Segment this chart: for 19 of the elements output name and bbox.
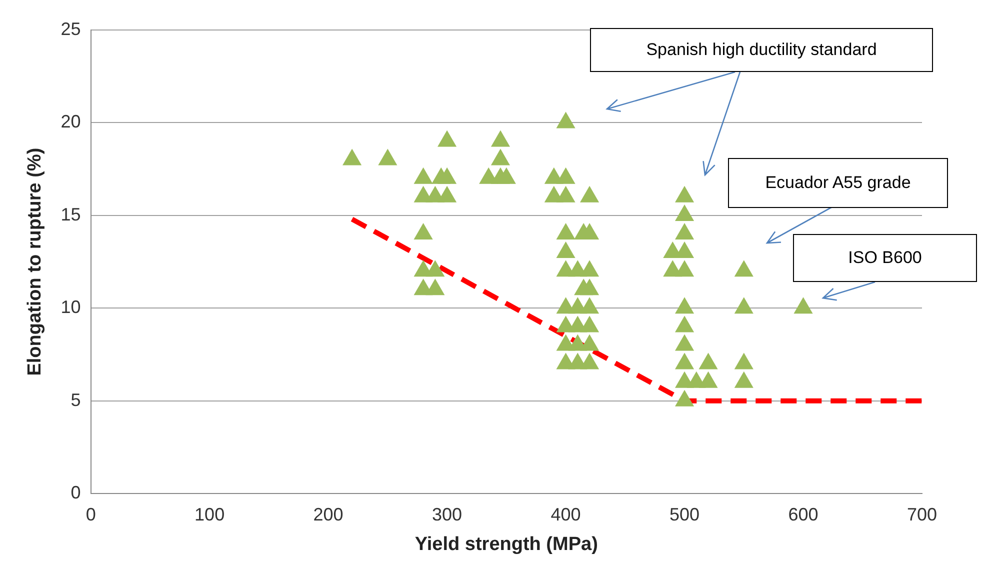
y-tick-label: 5 [70,390,81,410]
y-tick-label: 25 [60,18,81,39]
x-tick-label: 400 [550,504,581,524]
y-tick-label: 20 [60,112,81,132]
y-tick-label: 10 [60,297,81,318]
callout-box: ISO B600 [793,234,977,282]
x-tick-label: 200 [313,504,344,524]
x-tick-label: 700 [906,504,938,524]
x-tick-label: 500 [669,504,700,524]
x-tick-label: 600 [788,504,818,524]
y-tick-label: 0 [70,482,81,503]
y-axis-title: Elongation to rupture (%) [24,148,46,376]
x-tick-label: 100 [194,504,225,524]
x-tick-label: 0 [86,504,96,524]
x-tick-label: 300 [432,504,462,524]
x-axis-title: Yield strength (MPa) [414,534,598,555]
y-tick-label: 15 [60,204,81,224]
callout-box: Spanish high ductility standard [590,28,933,72]
callout-box: Ecuador A55 grade [728,158,948,208]
